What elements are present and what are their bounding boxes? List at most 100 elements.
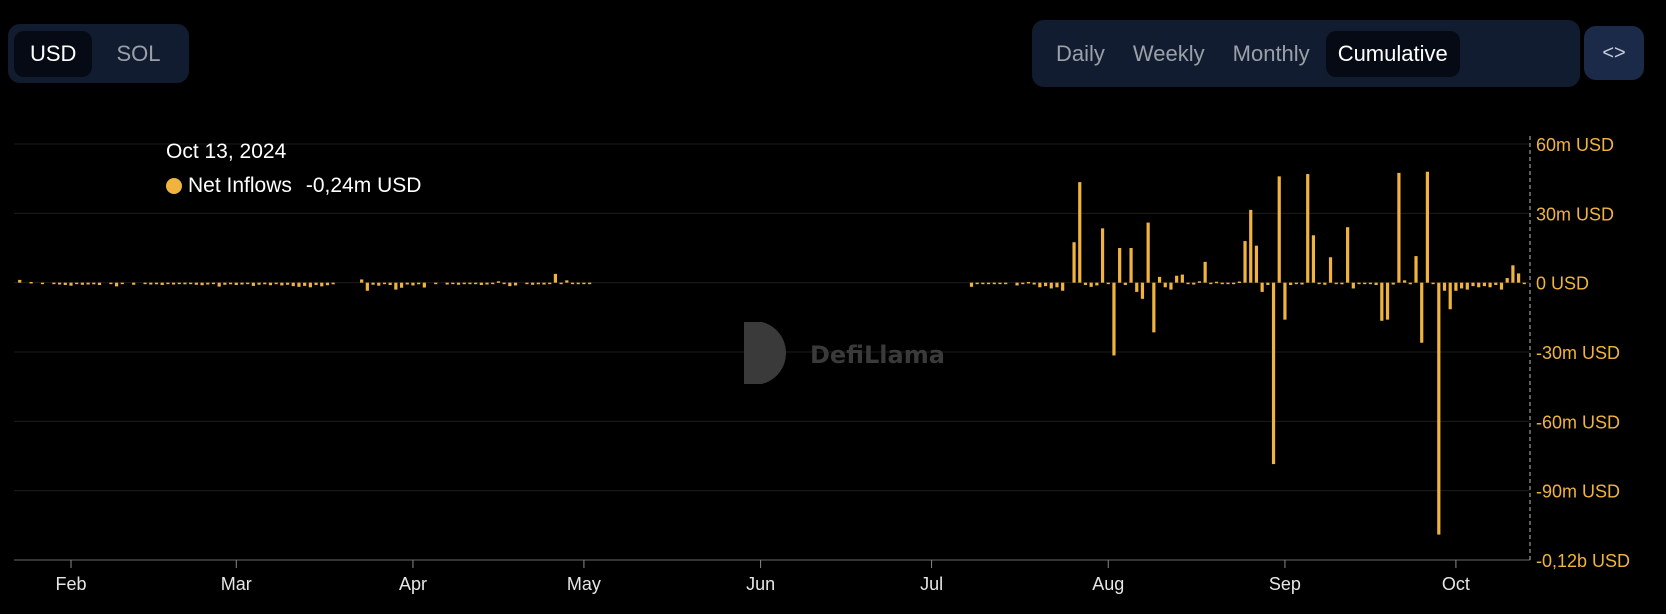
bar[interactable]: [525, 282, 529, 285]
bar[interactable]: [1488, 282, 1492, 288]
bar[interactable]: [177, 282, 181, 285]
bar[interactable]: [975, 282, 979, 285]
bar[interactable]: [1414, 256, 1418, 283]
bar[interactable]: [223, 282, 227, 285]
bar[interactable]: [1380, 282, 1384, 321]
bar[interactable]: [582, 282, 586, 285]
bar[interactable]: [132, 282, 136, 285]
bar[interactable]: [200, 282, 204, 286]
bar[interactable]: [1277, 176, 1281, 283]
bar[interactable]: [1186, 282, 1190, 285]
bar[interactable]: [1055, 282, 1059, 288]
bar[interactable]: [1363, 282, 1367, 285]
bar[interactable]: [234, 282, 238, 285]
bar[interactable]: [1442, 282, 1447, 291]
bar[interactable]: [1163, 282, 1167, 288]
bar[interactable]: [92, 282, 96, 285]
bar[interactable]: [508, 282, 512, 287]
bar[interactable]: [217, 282, 221, 287]
bar[interactable]: [1237, 281, 1241, 284]
bar[interactable]: [434, 282, 438, 285]
bar[interactable]: [417, 282, 421, 285]
bar[interactable]: [588, 282, 592, 285]
bar[interactable]: [565, 280, 569, 283]
bar[interactable]: [1038, 282, 1042, 288]
bar[interactable]: [268, 282, 273, 286]
bar[interactable]: [1465, 282, 1469, 290]
bar[interactable]: [1072, 242, 1076, 283]
bar[interactable]: [1260, 282, 1264, 292]
bar[interactable]: [1249, 209, 1253, 283]
bar[interactable]: [120, 282, 124, 285]
bar[interactable]: [1220, 282, 1224, 285]
bar[interactable]: [1043, 282, 1048, 287]
bar[interactable]: [1123, 282, 1127, 285]
bar[interactable]: [1152, 282, 1156, 333]
bar[interactable]: [240, 282, 244, 285]
bar[interactable]: [1448, 282, 1452, 310]
period-monthly-button[interactable]: Monthly: [1232, 40, 1310, 66]
bar[interactable]: [548, 282, 552, 285]
bar[interactable]: [502, 282, 506, 285]
bar[interactable]: [75, 282, 79, 285]
bar[interactable]: [1425, 171, 1430, 283]
bar[interactable]: [149, 282, 153, 285]
bar[interactable]: [1385, 282, 1390, 320]
bar[interactable]: [371, 282, 375, 285]
bar[interactable]: [1157, 276, 1162, 283]
bar[interactable]: [496, 281, 501, 283]
bar[interactable]: [291, 282, 295, 287]
bar[interactable]: [1289, 282, 1293, 285]
bar[interactable]: [1368, 282, 1373, 285]
bar[interactable]: [1460, 282, 1464, 289]
bar[interactable]: [394, 282, 398, 290]
bar[interactable]: [1243, 241, 1247, 283]
bar[interactable]: [263, 282, 267, 285]
bar[interactable]: [1175, 275, 1179, 283]
bar[interactable]: [1197, 281, 1202, 283]
bar[interactable]: [331, 282, 335, 285]
bar[interactable]: [456, 282, 461, 285]
bar[interactable]: [986, 282, 991, 285]
bar[interactable]: [559, 282, 563, 285]
bar[interactable]: [1471, 282, 1475, 287]
bar[interactable]: [1482, 282, 1487, 287]
bar[interactable]: [1083, 282, 1088, 285]
bar[interactable]: [1397, 172, 1401, 283]
bar[interactable]: [992, 282, 996, 285]
bar[interactable]: [485, 282, 489, 285]
bar[interactable]: [1300, 282, 1304, 285]
bar[interactable]: [40, 282, 45, 285]
bar[interactable]: [246, 282, 250, 285]
bar[interactable]: [154, 282, 159, 285]
bar[interactable]: [80, 282, 84, 285]
bar[interactable]: [1317, 282, 1321, 285]
bar[interactable]: [325, 282, 330, 286]
bar[interactable]: [280, 282, 284, 286]
bar[interactable]: [303, 282, 307, 286]
bar[interactable]: [206, 282, 210, 285]
bar[interactable]: [1511, 265, 1515, 283]
bar[interactable]: [542, 282, 546, 285]
bar[interactable]: [1477, 282, 1481, 288]
bar[interactable]: [52, 282, 56, 285]
bar[interactable]: [1209, 282, 1213, 285]
period-daily-button[interactable]: Daily: [1056, 40, 1105, 66]
period-cumulative-button[interactable]: Cumulative: [1325, 30, 1460, 77]
bar[interactable]: [57, 282, 62, 285]
bar[interactable]: [1026, 281, 1031, 284]
bar[interactable]: [1095, 282, 1099, 286]
bar[interactable]: [411, 282, 415, 286]
bar[interactable]: [1351, 282, 1355, 289]
bar[interactable]: [166, 282, 170, 285]
bar[interactable]: [1391, 282, 1395, 285]
bar[interactable]: [1021, 282, 1025, 285]
bar[interactable]: [445, 282, 449, 285]
embed-code-button[interactable]: <>: [1584, 26, 1644, 80]
bar[interactable]: [1089, 282, 1093, 287]
bar[interactable]: [1106, 282, 1110, 285]
currency-usd-button[interactable]: USD: [14, 30, 93, 77]
bar[interactable]: [468, 282, 472, 285]
bar[interactable]: [513, 282, 518, 286]
bar[interactable]: [1357, 282, 1361, 285]
